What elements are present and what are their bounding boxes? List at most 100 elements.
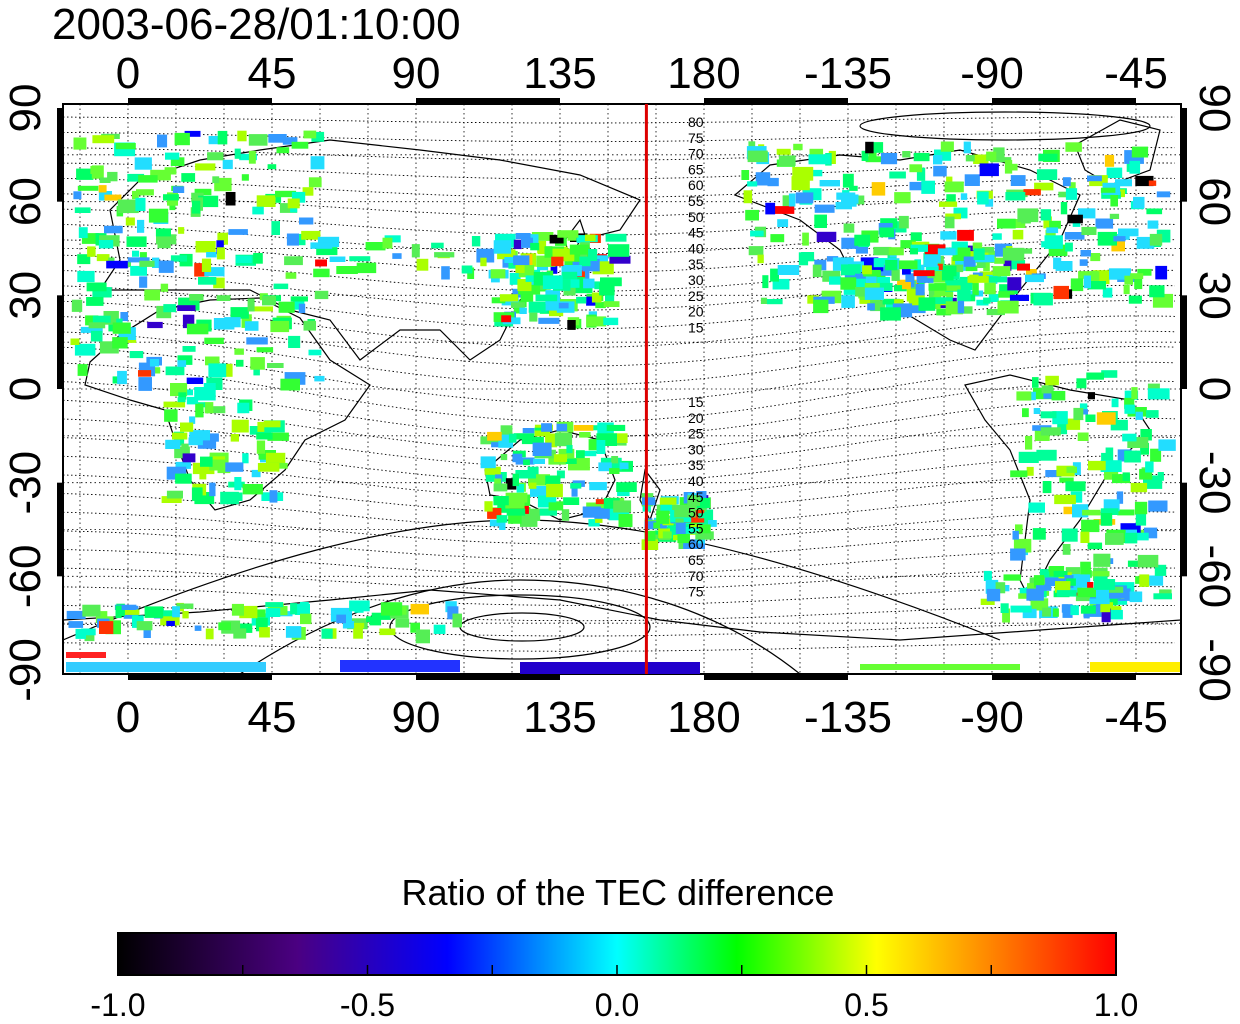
tec-patch: [963, 256, 976, 267]
tec-patch: [207, 152, 224, 161]
tec-patch: [644, 530, 656, 541]
tec-patch: [1043, 216, 1052, 229]
tec-patch: [1136, 532, 1149, 541]
tec-patch: [96, 254, 110, 262]
tec-patch: [1065, 242, 1073, 252]
tec-patch: [203, 383, 216, 389]
tec-patch: [619, 462, 629, 470]
tec-patch: [1109, 213, 1120, 219]
tec-patch: [551, 256, 564, 267]
tec-patch: [530, 242, 540, 251]
tec-patch: [767, 177, 779, 187]
tec-patch: [262, 295, 276, 306]
top-lon-label: 90: [392, 49, 441, 98]
tec-patch: [1036, 449, 1057, 461]
contour-line: [63, 177, 1176, 199]
tec-patch: [234, 348, 244, 355]
frame-segment: [57, 295, 63, 389]
top-lon-label: -45: [1104, 49, 1168, 98]
tec-patch: [1065, 188, 1078, 200]
tec-patch: [981, 246, 995, 253]
tec-patch: [1070, 491, 1083, 503]
tec-patch: [431, 242, 444, 249]
tec-patch: [212, 176, 220, 184]
tec-patch: [1088, 460, 1106, 471]
tec-patch: [539, 508, 557, 516]
tec-patch: [765, 202, 776, 215]
tec-patch: [550, 266, 558, 274]
tec-patch: [471, 236, 481, 247]
tec-patch: [536, 255, 556, 267]
tec-patch: [1035, 585, 1052, 591]
tec-patch: [112, 337, 128, 349]
bottom-lon-label: 0: [116, 693, 140, 742]
tec-patch: [918, 277, 925, 289]
tec-patch: [603, 301, 620, 307]
tec-patch: [902, 282, 911, 290]
tec-patch: [295, 603, 310, 615]
tec-patch: [80, 628, 96, 636]
tec-patch: [1081, 519, 1100, 533]
tec-patch: [505, 498, 525, 509]
tec-patch: [888, 247, 904, 256]
tec-patch: [1051, 391, 1066, 401]
tec-patch: [157, 134, 168, 148]
tec-patch: [217, 130, 228, 145]
tec-patch: [741, 170, 750, 180]
tec-patch: [216, 240, 224, 255]
tec-patch: [354, 607, 364, 613]
tec-patch: [356, 262, 377, 274]
tec-patch: [172, 606, 180, 618]
tec-patch: [980, 598, 995, 605]
tec-patch: [599, 282, 615, 296]
colorbar-ticks: -1.0 -0.5 0.0 0.5 1.0: [90, 965, 1138, 1023]
tec-patch: [1133, 196, 1145, 209]
tec-patch: [1027, 583, 1040, 589]
tec-patch: [239, 153, 257, 161]
tec-ratio-patches: [66, 130, 1180, 674]
tec-patch: [1056, 465, 1075, 477]
frame-segment: [416, 674, 560, 680]
tec-patch: [157, 239, 171, 249]
tec-patch: [195, 403, 204, 418]
bottom-lon-label: 45: [248, 693, 297, 742]
tec-patch: [788, 193, 796, 207]
tec-patch: [1132, 529, 1153, 536]
frame-segment: [1181, 482, 1187, 577]
tec-patch: [77, 254, 91, 265]
tec-patch: [569, 244, 589, 255]
tec-patch: [528, 474, 550, 486]
tec-patch: [300, 613, 312, 625]
tec-patch: [1022, 408, 1029, 418]
tec-patch: [104, 225, 123, 234]
tec-patch: [910, 244, 928, 252]
frame-segment: [128, 98, 272, 104]
contour-label: 25: [688, 426, 704, 442]
tec-patch: [251, 469, 261, 478]
tec-patch: [447, 606, 459, 620]
tec-patch: [1100, 460, 1122, 472]
tec-patch: [1062, 544, 1071, 555]
tec-patch: [542, 275, 563, 290]
tec-patch: [496, 515, 508, 523]
tec-patch: [600, 277, 622, 287]
tec-patch: [854, 234, 871, 246]
tec-patch: [314, 290, 329, 300]
tec-patch: [252, 206, 264, 215]
tec-patch: [1135, 411, 1143, 420]
tec-patch: [867, 303, 875, 311]
top-lon-label: -135: [804, 49, 892, 98]
tec-patch: [500, 425, 513, 439]
tec-patch: [997, 218, 1016, 229]
tec-patch: [199, 467, 207, 480]
tec-patch: [1032, 377, 1039, 388]
tec-patch: [90, 166, 99, 174]
tec-patch: [1140, 429, 1152, 441]
tec-patch: [181, 173, 196, 182]
tec-patch: [106, 260, 128, 269]
tec-patch: [1079, 403, 1088, 414]
tec-patch: [1156, 191, 1171, 198]
tec-patch: [303, 320, 316, 331]
contour-ellipse: [859, 111, 1151, 141]
tec-patch: [1130, 273, 1144, 279]
